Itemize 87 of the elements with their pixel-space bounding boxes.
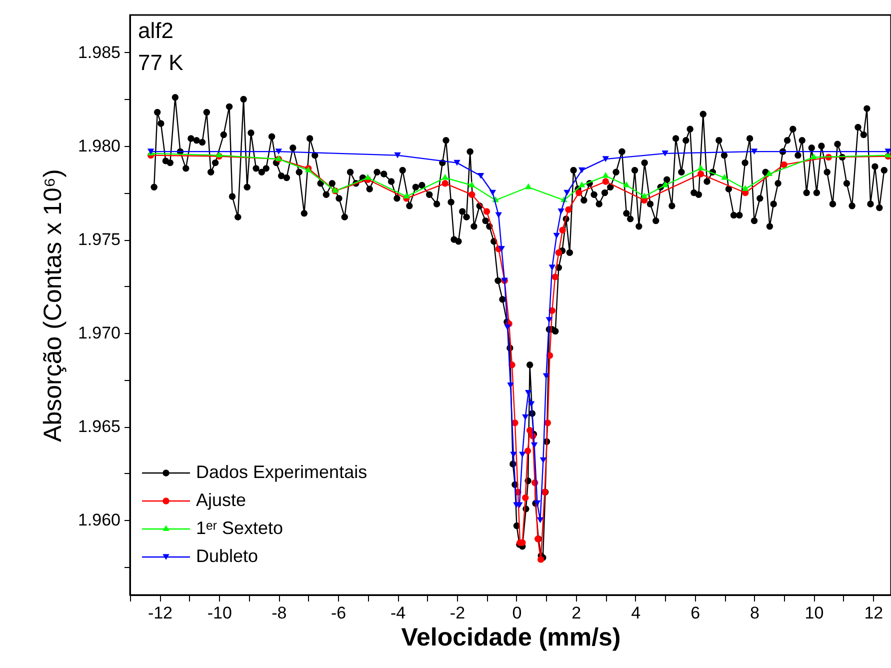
x-tick-label: -8	[272, 604, 287, 622]
point	[559, 226, 566, 234]
legend-label: Dados Experimentais	[196, 462, 368, 482]
point	[766, 170, 772, 176]
point	[522, 494, 529, 502]
point	[537, 556, 544, 563]
point	[602, 156, 609, 162]
point	[489, 190, 496, 196]
point	[697, 164, 704, 170]
point	[555, 249, 562, 256]
point	[507, 382, 514, 388]
point	[662, 150, 668, 156]
point	[623, 181, 630, 188]
x-axis-title: Velocidade (mm/s)	[401, 624, 621, 652]
x-tick-label: 4	[631, 604, 641, 622]
x-tick-label: 10	[804, 604, 824, 622]
point	[498, 246, 505, 252]
point	[558, 208, 564, 214]
point	[565, 206, 572, 213]
point	[477, 173, 484, 179]
point	[519, 452, 526, 458]
point	[216, 151, 223, 158]
x-tick-label: 0	[512, 604, 522, 622]
x-tick-label: -12	[148, 604, 173, 622]
point	[553, 232, 560, 239]
point	[552, 274, 558, 280]
point	[468, 181, 476, 188]
point	[524, 448, 532, 454]
y-tick-label: 1.965	[78, 417, 120, 436]
point	[495, 212, 502, 218]
point	[522, 414, 529, 420]
point	[528, 401, 535, 408]
point	[483, 208, 490, 215]
point	[540, 457, 547, 464]
x-tick-label: 12	[864, 604, 884, 622]
y-tick-label: 1.970	[78, 324, 120, 343]
point	[510, 452, 517, 458]
point	[640, 192, 648, 198]
legend-label: 1ᵉʳ Sexteto	[196, 518, 284, 538]
x-tick-label: 8	[750, 604, 760, 622]
point	[442, 180, 448, 187]
point	[526, 427, 534, 434]
annotation: alf2	[138, 18, 174, 43]
point	[662, 181, 668, 188]
point	[504, 324, 511, 330]
point	[394, 152, 401, 158]
x-tick-label: 6	[690, 604, 700, 622]
point	[364, 174, 372, 180]
point	[403, 192, 410, 198]
y-tick-label: 1.960	[78, 510, 120, 530]
y-tick-label: 1.975	[78, 230, 120, 250]
point	[524, 183, 532, 190]
point	[275, 148, 282, 154]
legend-label: Dubleto	[196, 546, 258, 566]
x-tick-label: -4	[390, 604, 406, 622]
point	[578, 181, 586, 188]
point	[576, 189, 582, 196]
x-tick-label: -2	[450, 604, 466, 622]
point	[542, 373, 550, 379]
point	[564, 190, 570, 196]
point	[536, 517, 544, 524]
point	[602, 178, 609, 185]
point	[810, 153, 818, 160]
point	[721, 174, 728, 180]
point	[697, 170, 704, 178]
point	[742, 185, 749, 191]
x-tick-label: 2	[572, 604, 582, 622]
point	[530, 442, 538, 448]
y-axis-title: Absorção (Contas x 10⁶)	[38, 169, 67, 442]
y-tick-label: 1.980	[78, 136, 120, 156]
point	[578, 167, 586, 174]
point	[454, 160, 460, 166]
point	[546, 317, 552, 323]
point	[544, 420, 552, 426]
y-tick-label: 1.985	[78, 42, 120, 62]
point	[516, 502, 523, 508]
point	[602, 172, 609, 178]
x-tick-label: -6	[331, 604, 346, 622]
point	[884, 148, 891, 154]
annotation: 77 K	[138, 50, 184, 75]
x-tick-label: -10	[207, 604, 232, 622]
point	[750, 148, 758, 154]
legend-label: Ajuste	[196, 490, 246, 510]
point	[548, 264, 556, 270]
point	[442, 174, 448, 180]
point	[780, 161, 788, 168]
point	[468, 191, 476, 198]
